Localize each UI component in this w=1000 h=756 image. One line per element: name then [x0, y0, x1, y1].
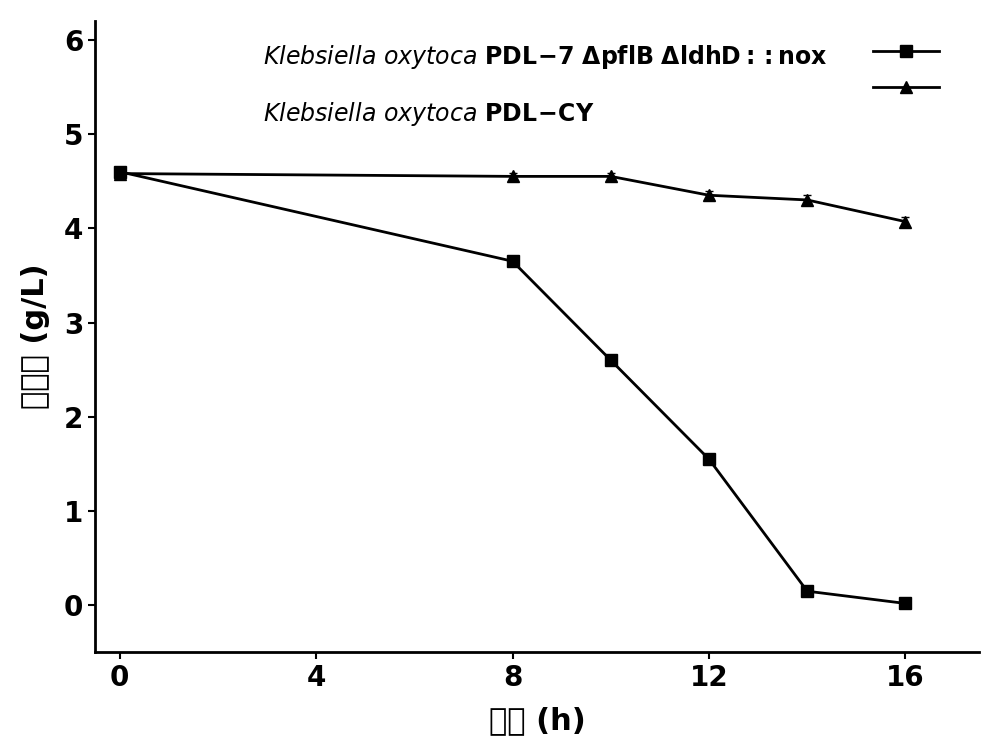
Text: $\mathit{Klebsiella\ oxytoca}$ $\bf{PDL\!-\!7\ \Delta}$$\mathit{\bf{pflB}}$ $\bf: $\mathit{Klebsiella\ oxytoca}$ $\bf{PDL\… — [263, 43, 828, 71]
X-axis label: 时间 (h): 时间 (h) — [489, 706, 585, 735]
Y-axis label: 丙酮酸 (g/L): 丙酮酸 (g/L) — [21, 264, 50, 410]
Legend: , : , — [861, 32, 968, 110]
Text: $\mathit{Klebsiella\ oxytoca}$ $\bf{PDL\!-\!CY}$: $\mathit{Klebsiella\ oxytoca}$ $\bf{PDL\… — [263, 100, 594, 128]
